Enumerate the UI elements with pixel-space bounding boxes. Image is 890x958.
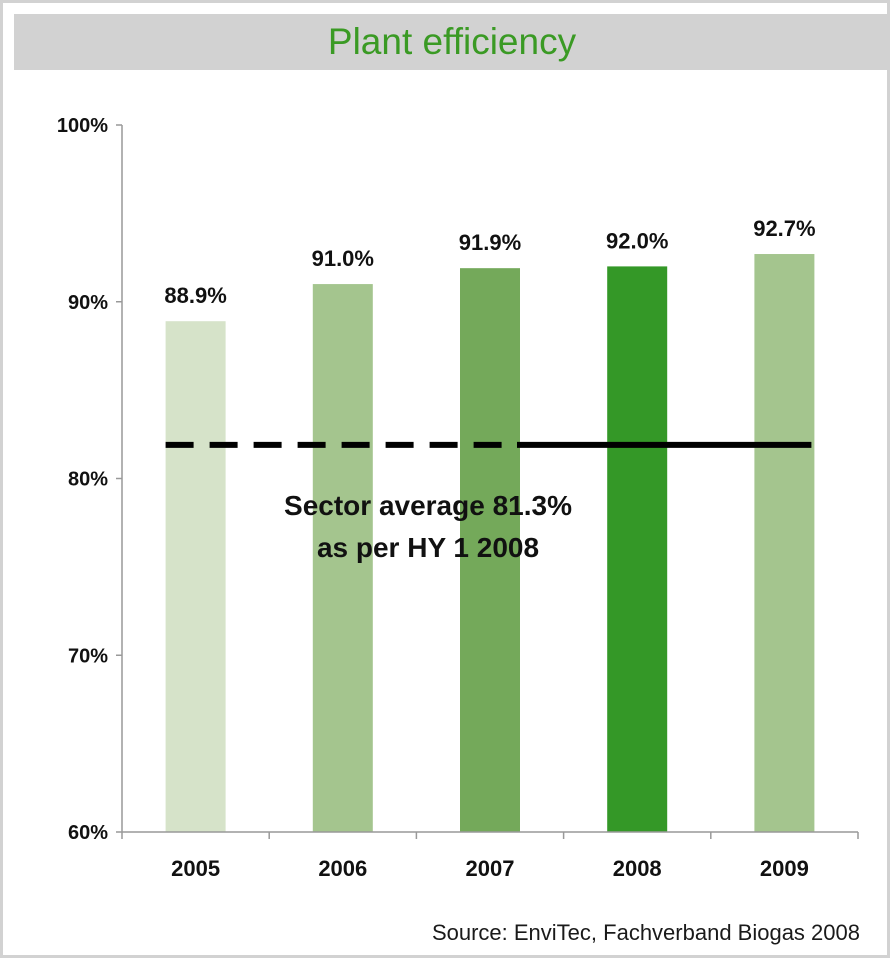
bar-2008 bbox=[607, 266, 668, 832]
x-tick-label: 2007 bbox=[466, 856, 515, 881]
bars bbox=[165, 254, 815, 833]
bar-2007 bbox=[460, 268, 520, 833]
data-label: 91.9% bbox=[459, 230, 521, 255]
data-label: 88.9% bbox=[164, 283, 226, 308]
reference-label-line2: as per HY 1 2008 bbox=[317, 532, 539, 563]
y-tick-label: 60% bbox=[68, 822, 108, 844]
bar-2009 bbox=[754, 254, 815, 833]
y-axis: 60% 70% 80% 90% 100% bbox=[57, 115, 122, 844]
y-tick-label: 80% bbox=[68, 469, 108, 491]
x-tick-label: 2005 bbox=[171, 856, 220, 881]
x-axis-labels: 2005 2006 2007 2008 2009 bbox=[171, 856, 809, 881]
bar-2005 bbox=[165, 321, 226, 832]
title-bar: Plant efficiency bbox=[14, 14, 890, 70]
y-tick-label: 100% bbox=[57, 115, 108, 137]
x-tick-label: 2006 bbox=[318, 856, 367, 881]
bar-2006 bbox=[312, 284, 373, 832]
reference-label-line1: Sector average 81.3% bbox=[284, 490, 572, 521]
x-tick-label: 2008 bbox=[613, 856, 662, 881]
source-note: Source: EnviTec, Fachverband Biogas 2008 bbox=[431, 920, 860, 945]
value-labels: 88.9% 91.0% 91.9% 92.0% 92.7% bbox=[164, 216, 815, 308]
reference-annotation: Sector average 81.3% as per HY 1 2008 bbox=[284, 490, 572, 563]
y-tick-label: 70% bbox=[68, 645, 108, 667]
x-tick-label: 2009 bbox=[760, 856, 809, 881]
data-label: 92.7% bbox=[753, 216, 815, 241]
chart-title: Plant efficiency bbox=[327, 21, 577, 62]
data-label: 91.0% bbox=[312, 246, 374, 271]
y-tick-label: 90% bbox=[68, 292, 108, 314]
axes bbox=[121, 125, 859, 839]
data-label: 92.0% bbox=[606, 228, 668, 253]
